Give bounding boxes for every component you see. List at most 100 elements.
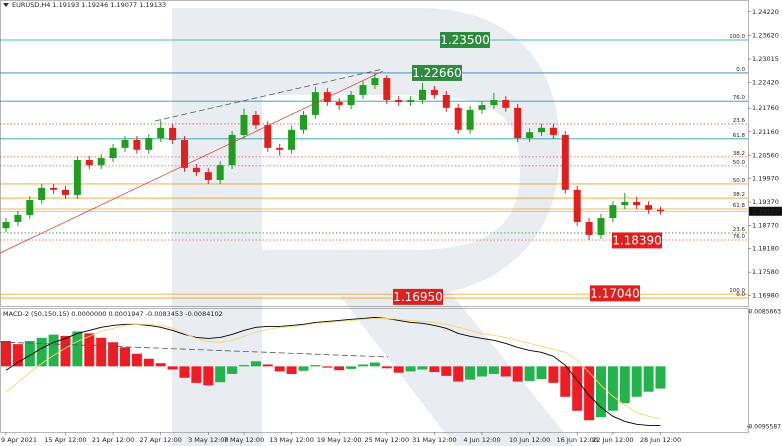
candle-body: [204, 172, 212, 181]
histogram-bar: [607, 366, 618, 411]
histogram-bar: [369, 362, 380, 367]
level-label: 0.0: [736, 292, 745, 298]
histogram-bar: [12, 344, 23, 367]
indicator-title: MACD-2 (50,150,15) 0.0000000 0.0001947 -…: [3, 310, 223, 318]
candle-body: [62, 189, 69, 195]
candle-body: [371, 78, 379, 86]
histogram-bar: [453, 366, 464, 382]
candle-body: [157, 127, 165, 139]
histogram-bar: [334, 366, 345, 371]
macd-line: [5, 317, 661, 419]
candle-body: [514, 107, 522, 139]
histogram-bar: [155, 363, 166, 367]
histogram-bar: [596, 366, 606, 418]
trend-line: [154, 68, 384, 122]
candle-body: [395, 100, 403, 102]
level-label: 100.0: [729, 288, 745, 294]
candle-body: [288, 129, 296, 150]
y-tick-label: 1.22420: [752, 78, 779, 86]
level-label: 50.0: [733, 178, 746, 184]
candle-body: [561, 134, 569, 190]
candle-body: [478, 105, 486, 110]
candle-body: [419, 89, 426, 101]
histogram-bar: [584, 366, 595, 421]
current-price-label: 1.19133: [752, 207, 779, 215]
histogram-bar: [286, 366, 297, 374]
histogram-bar: [619, 366, 630, 404]
y-tick-label: 1.16980: [752, 292, 779, 300]
price-box: [612, 232, 662, 249]
candle-body: [573, 189, 581, 222]
candle-body: [26, 200, 34, 215]
candle-body: [216, 165, 224, 181]
candle-body: [633, 201, 641, 206]
histogram-bar: [48, 334, 59, 367]
y-tick-label: 1.23015: [752, 55, 779, 63]
level-label: 100.0: [729, 34, 745, 40]
watermark: [172, 8, 575, 446]
histogram-bar: [120, 347, 130, 367]
level-label: 50.0: [733, 160, 746, 166]
histogram-bar: [239, 365, 249, 367]
candle-body: [169, 127, 177, 141]
candle-body: [621, 201, 629, 206]
price-box: [393, 288, 443, 305]
candle-body: [502, 100, 510, 108]
x-tick-label: 9 Apr 2021: [1, 436, 37, 444]
histogram-bar: [536, 366, 547, 380]
candle-body: [526, 132, 534, 139]
level-label: 76.0: [733, 95, 746, 101]
candle-body: [228, 134, 236, 166]
x-tick-label: 13 May 12:00: [269, 436, 314, 444]
level-label: 38.2: [733, 151, 745, 157]
histogram-bar: [274, 366, 285, 372]
main-panel-border: [0, 0, 749, 307]
histogram-bar: [417, 366, 428, 370]
x-tick-label: 15 Apr 12:00: [44, 436, 86, 444]
histogram-bar: [262, 364, 273, 367]
x-tick-label: 31 May 12:00: [412, 436, 457, 444]
candle-body: [311, 92, 319, 115]
candle-body: [133, 140, 141, 150]
candle-body: [609, 205, 617, 219]
level-label: 23.6: [733, 227, 746, 233]
candle-body: [359, 85, 367, 95]
histogram-bar: [60, 335, 71, 367]
histogram-bar: [512, 366, 523, 382]
histogram-bar: [143, 358, 154, 367]
y-tick-label: 1.18770: [752, 222, 779, 230]
candle-body: [597, 218, 605, 235]
candle-body: [38, 187, 46, 201]
histogram-bar: [465, 366, 476, 380]
price-box-label: 1.22660: [412, 66, 462, 80]
drawing-objects: [0, 68, 389, 358]
level-label: 23.6: [733, 118, 746, 124]
price-box-label: 1.17040: [590, 286, 640, 300]
histogram-bar: [429, 366, 440, 373]
candle-body: [538, 127, 545, 133]
price-box: [412, 64, 462, 81]
level-label: 38.2: [733, 192, 745, 198]
x-tick-label: 22 Jun 12:00: [592, 436, 633, 444]
level-label: 76.0: [733, 234, 746, 240]
x-tick-label: 27 Apr 12:00: [140, 436, 182, 444]
candle-body: [14, 214, 22, 222]
candle-body: [490, 100, 498, 106]
macd-panel-border: [0, 308, 749, 433]
histogram-bar: [84, 333, 95, 367]
y-tick-label: -0.0095587: [746, 424, 781, 431]
trend-line: [0, 341, 389, 358]
candle-body: [181, 140, 188, 168]
candle-body: [85, 160, 93, 166]
candle-body: [347, 94, 355, 106]
level-label: 0.0: [736, 67, 745, 73]
candle-body: [300, 114, 307, 130]
histogram-bar: [24, 340, 35, 367]
histogram-bar: [72, 331, 83, 367]
x-tick-label: 10 Jun 12:00: [509, 436, 550, 444]
price-box: [440, 32, 490, 49]
price-box-label: 1.18390: [612, 233, 662, 247]
histogram-bar: [250, 361, 261, 367]
candle-body: [407, 100, 415, 102]
